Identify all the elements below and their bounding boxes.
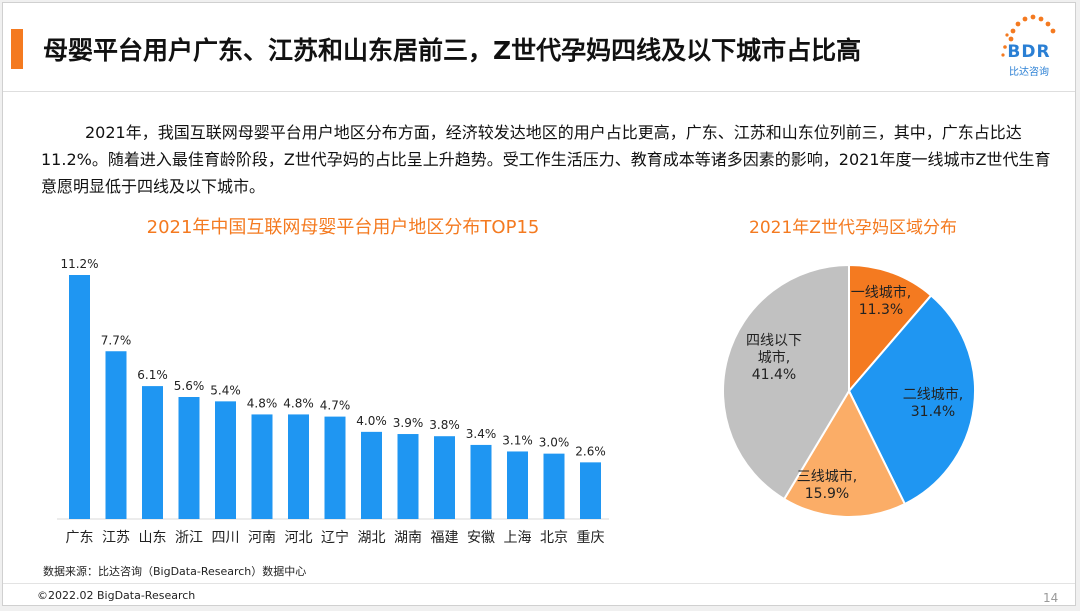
bar-data-label: 3.0% (539, 436, 570, 450)
pie-slice-label: 一线城市, 11.3% (851, 284, 911, 318)
bar (434, 436, 455, 519)
pie-chart: 一线城市, 11.3% 二线城市, 31.4% 三线城市, 15.9% 四线以下城市, 41.… (722, 263, 976, 518)
bar-data-label: 3.8% (429, 418, 460, 432)
logo-text: BDR (1007, 42, 1051, 62)
category-label: 四川 (212, 530, 240, 546)
page-title: 母婴平台用户广东、江苏和山东居前三，Z世代孕妈四线及以下城市占比高 (43, 36, 862, 65)
category-label: 河北 (285, 530, 313, 546)
bar-data-label: 3.4% (466, 427, 497, 441)
category-label: 广东 (66, 530, 94, 546)
bar (288, 414, 309, 519)
page-number: 14 (1043, 591, 1059, 605)
category-label: 上海 (504, 530, 532, 546)
category-label: 安徽 (467, 530, 495, 546)
bar-data-label: 5.4% (210, 383, 241, 397)
bar (580, 462, 601, 519)
bar-data-label: 4.8% (247, 396, 278, 410)
bar (543, 453, 565, 519)
logo-subtext: 比达咨询 (1009, 67, 1049, 78)
bar-data-label: 7.7% (101, 333, 132, 347)
pie-slice (782, 388, 907, 518)
logo-dots-icon (1001, 14, 1056, 57)
bar (361, 431, 382, 519)
bar (397, 434, 419, 519)
category-label: 河南 (248, 530, 276, 546)
bar-chart: 11.2% 广东 7.7% 江苏 6.1% 山东 5.6% 浙江 5.4% 四川 4.8% 河南 4.8… (57, 257, 609, 546)
bar-data-label: 11.2% (60, 257, 98, 271)
pie-slice (848, 263, 933, 394)
category-label: 湖北 (358, 530, 386, 546)
category-label: 重庆 (577, 530, 605, 546)
bar (507, 451, 528, 519)
category-label: 北京 (540, 530, 568, 546)
category-label: 福建 (431, 530, 459, 546)
bar-data-label: 2.6% (575, 444, 606, 458)
pie-slice-label: 四线以下城市, 41.4% (746, 333, 802, 383)
bar (105, 351, 127, 519)
pie-slice (847, 294, 976, 506)
bdr-logo: BDR 比达咨询 (997, 13, 1061, 85)
bar-data-label: 4.0% (356, 414, 387, 428)
data-source: 数据来源：比达咨询（BigData-Research）数据中心 (43, 565, 307, 578)
pie-chart-title: 2021年Z世代孕妈区域分布 (749, 218, 957, 238)
bar (142, 386, 163, 519)
category-label: 江苏 (102, 530, 130, 546)
bar-data-label: 4.7% (320, 399, 351, 413)
category-label: 辽宁 (321, 529, 349, 546)
bar-data-label: 5.6% (174, 379, 205, 393)
pie-slice-label: 二线城市, 31.4% (903, 386, 963, 420)
bar (470, 444, 492, 519)
pie-slice-label: 三线城市, 15.9% (797, 468, 857, 502)
bar-data-label: 6.1% (137, 368, 168, 382)
summary-paragraph: 2021年，我国互联网母婴平台用户地区分布方面，经济较发达地区的用户占比更高，广… (41, 123, 1051, 196)
bar-data-label: 3.1% (502, 433, 533, 447)
bar-data-label: 4.8% (283, 396, 314, 410)
copyright: ©2022.02 BigData-Research (37, 589, 196, 602)
header-divider (3, 91, 1075, 92)
category-label: 湖南 (394, 530, 422, 546)
footer-divider (3, 583, 1075, 584)
bar (324, 416, 346, 519)
bar (69, 275, 90, 519)
category-label: 浙江 (175, 530, 203, 546)
category-label: 山东 (139, 530, 167, 546)
bar-data-label: 3.9% (393, 416, 424, 430)
title-accent-bar (11, 29, 23, 69)
bar (215, 401, 236, 519)
bar (251, 414, 273, 519)
pie-slice (722, 263, 850, 501)
bar-chart-title: 2021年中国互联网母婴平台用户地区分布TOP15 (146, 217, 540, 238)
bar (178, 397, 200, 519)
